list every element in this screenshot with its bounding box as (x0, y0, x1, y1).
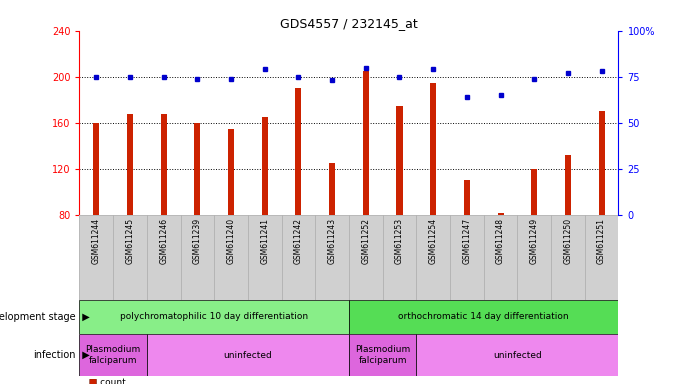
Text: development stage: development stage (0, 312, 76, 322)
Bar (214, 215, 248, 300)
Bar (430, 83, 436, 215)
Bar (531, 169, 538, 215)
Bar (262, 117, 268, 215)
Text: uninfected: uninfected (493, 351, 542, 360)
Text: GSM611252: GSM611252 (361, 218, 370, 263)
Bar (146, 334, 349, 376)
Bar (146, 215, 180, 300)
Bar (450, 215, 484, 300)
Text: GSM611243: GSM611243 (328, 218, 337, 264)
Bar (565, 155, 571, 215)
Bar (228, 129, 234, 215)
Title: GDS4557 / 232145_at: GDS4557 / 232145_at (280, 17, 418, 30)
Bar (315, 215, 349, 300)
Bar (295, 88, 301, 215)
Text: orthochromatic 14 day differentiation: orthochromatic 14 day differentiation (399, 312, 569, 321)
Bar (349, 215, 383, 300)
Bar (498, 213, 504, 215)
Bar (464, 180, 470, 215)
Bar (194, 123, 200, 215)
Bar (383, 215, 416, 300)
Text: GSM611246: GSM611246 (159, 218, 168, 264)
Bar (349, 300, 618, 334)
Bar (363, 71, 369, 215)
Bar (598, 111, 605, 215)
Text: Plasmodium
falciparum: Plasmodium falciparum (355, 346, 410, 365)
Text: GSM611251: GSM611251 (597, 218, 606, 263)
Text: ■: ■ (83, 378, 97, 384)
Bar (79, 215, 113, 300)
Text: uninfected: uninfected (223, 351, 272, 360)
Bar (113, 215, 146, 300)
Text: ▶: ▶ (76, 312, 90, 322)
Text: infection: infection (33, 350, 76, 360)
Bar (484, 215, 518, 300)
Bar (79, 334, 146, 376)
Text: ■ count: ■ count (83, 378, 126, 384)
Text: GSM611239: GSM611239 (193, 218, 202, 264)
Text: GSM611254: GSM611254 (428, 218, 437, 264)
Bar (518, 215, 551, 300)
Bar (160, 114, 167, 215)
Text: GSM611245: GSM611245 (126, 218, 135, 264)
Text: GSM611244: GSM611244 (92, 218, 101, 264)
Text: GSM611241: GSM611241 (261, 218, 269, 263)
Bar (585, 215, 618, 300)
Bar (329, 163, 335, 215)
Bar (551, 215, 585, 300)
Text: ▶: ▶ (76, 350, 90, 360)
Text: GSM611248: GSM611248 (496, 218, 505, 263)
Text: GSM611247: GSM611247 (462, 218, 471, 264)
Text: GSM611253: GSM611253 (395, 218, 404, 264)
Bar (127, 114, 133, 215)
Bar (416, 215, 450, 300)
Bar (79, 300, 349, 334)
Text: GSM611250: GSM611250 (563, 218, 572, 264)
Text: GSM611240: GSM611240 (227, 218, 236, 264)
Bar (248, 215, 281, 300)
Bar (93, 123, 100, 215)
Text: polychromatophilic 10 day differentiation: polychromatophilic 10 day differentiatio… (120, 312, 308, 321)
Text: GSM611249: GSM611249 (530, 218, 539, 264)
Bar (282, 215, 315, 300)
Bar (397, 106, 403, 215)
Bar (416, 334, 618, 376)
Bar (180, 215, 214, 300)
Text: Plasmodium
falciparum: Plasmodium falciparum (86, 346, 141, 365)
Text: GSM611242: GSM611242 (294, 218, 303, 263)
Bar (349, 334, 416, 376)
